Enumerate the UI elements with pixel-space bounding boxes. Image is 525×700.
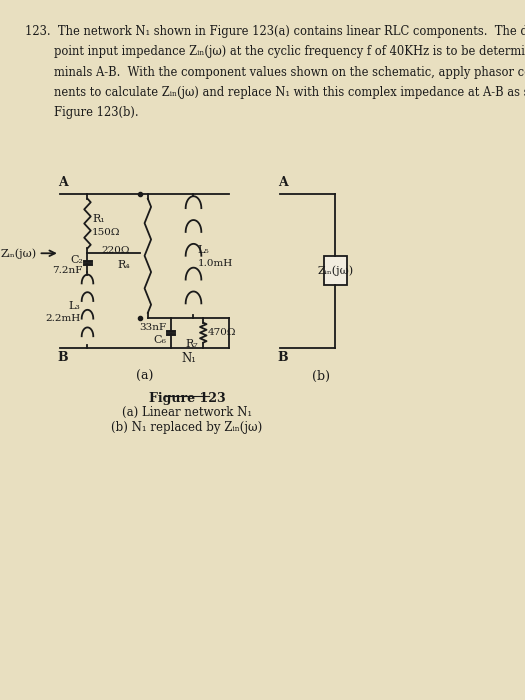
Text: minals A-B.  With the component values shown on the schematic, apply phasor comp: minals A-B. With the component values sh… [25, 66, 525, 79]
Text: nents to calculate Zᵢₙ(jω) and replace N₁ with this complex impedance at A-B as : nents to calculate Zᵢₙ(jω) and replace N… [25, 86, 525, 99]
Text: B: B [57, 351, 68, 365]
Text: L₅: L₅ [197, 245, 209, 255]
Text: R₁: R₁ [92, 214, 104, 223]
Text: Zᵢₙ(jω): Zᵢₙ(jω) [317, 265, 353, 276]
Text: 2.2mH: 2.2mH [45, 314, 80, 323]
Text: (b): (b) [312, 370, 330, 383]
FancyBboxPatch shape [323, 256, 347, 285]
Text: Figure 123(b).: Figure 123(b). [25, 106, 139, 120]
Text: 33nF: 33nF [139, 323, 166, 332]
Text: 150Ω: 150Ω [92, 228, 121, 237]
Text: 470Ω: 470Ω [207, 328, 236, 337]
Text: 220Ω: 220Ω [101, 246, 130, 256]
Text: (a) Linear network N₁: (a) Linear network N₁ [122, 406, 252, 419]
Text: C₂: C₂ [70, 255, 83, 265]
Text: 7.2nF: 7.2nF [52, 265, 83, 274]
Text: L₃: L₃ [68, 301, 80, 311]
Text: (b) N₁ replaced by Zᵢₙ(jω): (b) N₁ replaced by Zᵢₙ(jω) [111, 421, 262, 434]
Text: 1.0mH: 1.0mH [197, 259, 233, 268]
Text: R₇: R₇ [185, 339, 198, 349]
Text: A: A [58, 176, 68, 189]
Text: 123.  The network N₁ shown in Figure 123(a) contains linear RLC components.  The: 123. The network N₁ shown in Figure 123(… [25, 25, 525, 38]
Text: point input impedance Zᵢₙ(jω) at the cyclic frequency f of 40KHz is to be determ: point input impedance Zᵢₙ(jω) at the cyc… [25, 46, 525, 58]
Text: Figure 123: Figure 123 [149, 392, 225, 405]
Text: B: B [277, 351, 288, 365]
Text: A: A [278, 176, 288, 189]
Text: R₄: R₄ [117, 260, 130, 270]
Text: (a): (a) [136, 370, 153, 383]
Text: C₆: C₆ [153, 335, 166, 345]
Text: N₁: N₁ [181, 352, 196, 365]
Text: Zᵢₙ(jω): Zᵢₙ(jω) [0, 248, 36, 258]
